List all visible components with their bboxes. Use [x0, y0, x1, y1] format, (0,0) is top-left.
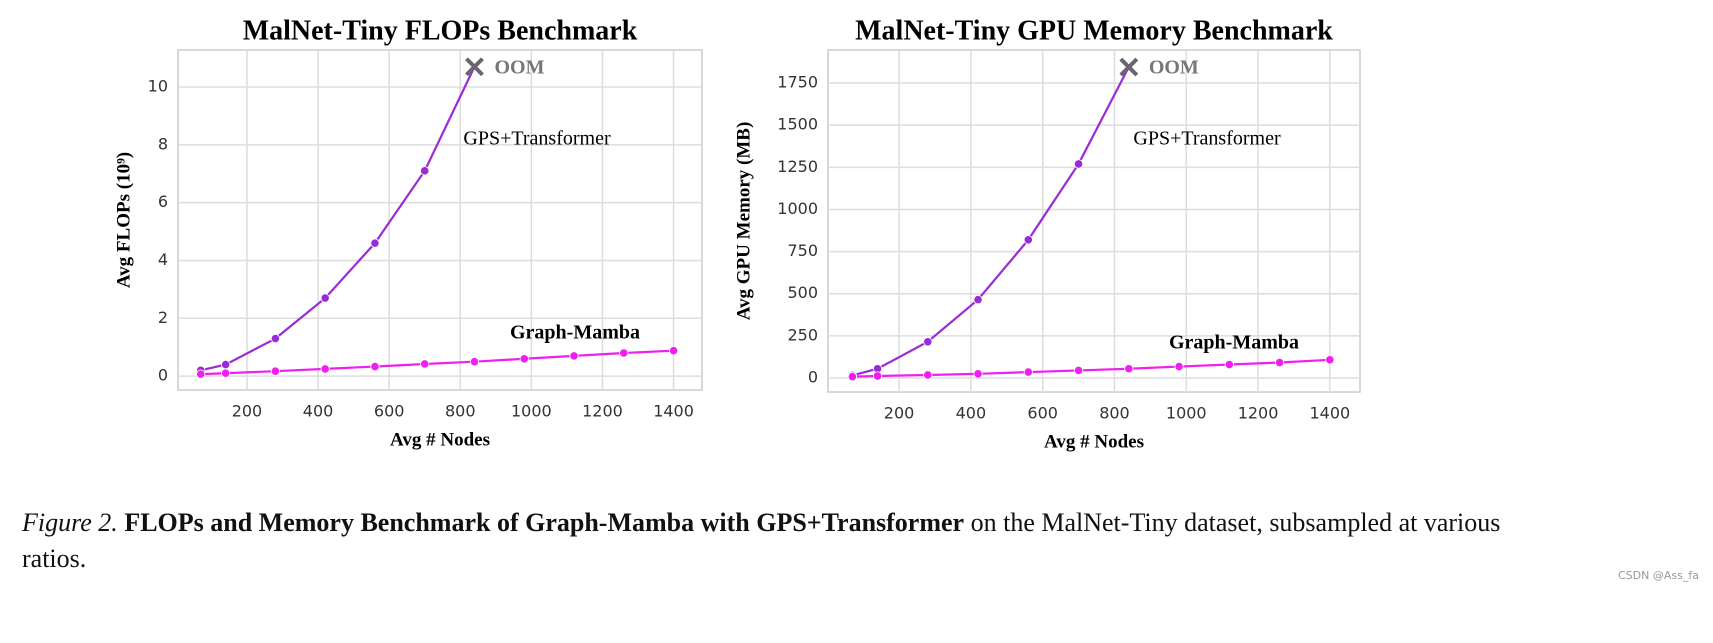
point	[923, 337, 933, 347]
point	[569, 351, 579, 361]
x-tick-label: 1400	[653, 402, 694, 421]
point	[1224, 359, 1234, 370]
oom-marker	[1119, 57, 1139, 77]
point	[270, 366, 281, 376]
y-axis-label: Avg GPU Memory (MB)	[733, 122, 754, 321]
y-tick-label: 8	[158, 134, 168, 153]
y-tick-label: 1750	[777, 73, 818, 92]
caption-text: on the MalNet-Tiny dataset, subsampled a…	[22, 508, 1501, 573]
point	[370, 361, 380, 372]
x-tick-label: 1200	[1238, 404, 1279, 423]
caption-bold: FLOPs and Memory Benchmark of Graph-Mamb…	[124, 508, 965, 537]
oom-label: OOM	[1149, 57, 1199, 79]
point	[1073, 159, 1084, 169]
x-tick-label: 200	[232, 402, 263, 421]
x-axis-label: Avg # Nodes	[1044, 431, 1144, 452]
x-tick-label: 1200	[582, 402, 623, 421]
y-tick-label: 0	[158, 366, 168, 385]
point	[1174, 361, 1184, 372]
series-label: GPS+Transformer	[463, 128, 611, 150]
point	[221, 368, 231, 378]
x-tick-label: 400	[303, 402, 334, 421]
x-tick-label: 400	[956, 404, 987, 423]
point	[1325, 355, 1335, 365]
point	[872, 371, 883, 381]
y-tick-label: 10	[148, 77, 168, 96]
point	[469, 357, 480, 367]
point	[847, 372, 858, 382]
point	[320, 293, 330, 303]
y-tick-label: 6	[158, 192, 168, 211]
point	[1124, 364, 1134, 374]
oom-label: OOM	[494, 56, 544, 78]
plot-area	[177, 49, 703, 391]
point	[619, 348, 629, 358]
point	[973, 295, 983, 305]
caption: Figure 2. FLOPs and Memory Benchmark of …	[22, 505, 1552, 577]
y-tick-label: 4	[158, 250, 168, 269]
y-tick-label: 2	[158, 308, 168, 327]
x-tick-label: 800	[445, 402, 476, 421]
x-tick-label: 1000	[511, 402, 552, 421]
y-tick-label: 500	[787, 283, 818, 302]
point	[370, 238, 380, 248]
chart-title: MalNet-Tiny GPU Memory Benchmark	[855, 15, 1333, 46]
x-tick-label: 1000	[1166, 404, 1207, 423]
point	[668, 346, 679, 356]
y-tick-label: 1000	[777, 199, 818, 218]
point	[973, 369, 983, 379]
point	[196, 369, 206, 379]
chart-title: MalNet-Tiny FLOPs Benchmark	[243, 15, 638, 46]
y-tick-label: 750	[787, 241, 818, 260]
point	[923, 370, 933, 380]
oom-marker	[465, 57, 484, 77]
series-label: GPS+Transformer	[1133, 128, 1281, 150]
x-tick-label: 600	[374, 402, 405, 421]
plot-area	[827, 49, 1361, 393]
point	[1023, 235, 1033, 245]
series-label: Graph-Mamba	[1169, 332, 1299, 354]
watermark: CSDN @Ass_fa	[1618, 569, 1699, 582]
y-tick-label: 250	[787, 325, 818, 344]
y-tick-label: 0	[808, 368, 818, 387]
series-label: Graph-Mamba	[510, 322, 640, 344]
point	[1274, 357, 1285, 368]
point	[420, 166, 430, 176]
caption-label: Figure 2.	[22, 508, 118, 537]
point	[1023, 367, 1033, 377]
point	[519, 354, 529, 364]
x-tick-label: 600	[1027, 404, 1058, 423]
point	[270, 333, 281, 344]
x-tick-label: 200	[884, 404, 915, 423]
x-tick-label: 800	[1099, 404, 1130, 423]
y-axis-label: Avg FLOPs (10⁹)	[113, 152, 134, 288]
x-tick-label: 1400	[1309, 404, 1350, 423]
point	[1073, 365, 1084, 376]
point	[420, 359, 430, 369]
y-tick-label: 1500	[777, 115, 818, 134]
figure: 200 400 600 800 1000 1200 1400 0 2 4 6 8 10 MalNet-Ti…	[113, 15, 1361, 452]
point	[221, 359, 231, 370]
y-tick-label: 1250	[777, 157, 818, 176]
point	[320, 364, 330, 374]
x-axis-label: Avg # Nodes	[390, 429, 490, 450]
